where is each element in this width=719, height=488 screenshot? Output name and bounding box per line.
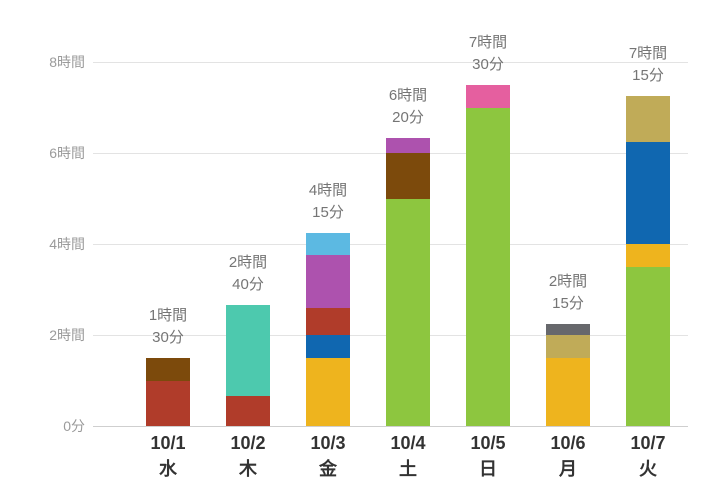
bar-segment-10/4-1[interactable]: [386, 153, 430, 199]
x-axis-date-label: 10/4: [390, 433, 426, 453]
bar-total-label-line: 2時間: [548, 272, 588, 290]
bar-segment-10/7-2[interactable]: [626, 141, 670, 244]
bar-segment-10/6-0[interactable]: [546, 357, 590, 426]
gridline-8h: [93, 61, 688, 63]
bar-total-label-line: 7時間: [468, 33, 508, 51]
x-axis-date-label: 10/2: [230, 433, 266, 453]
bar-total-label-line: 15分: [552, 294, 584, 312]
bar-segment-10/3-3[interactable]: [306, 255, 350, 309]
bar-total-label-line: 15分: [632, 67, 664, 85]
x-axis-weekday-label: 金: [319, 459, 337, 479]
x-axis-weekday-label: 月: [559, 459, 577, 479]
bar-total-label-line: 6時間: [388, 86, 428, 104]
bar-total-label-line: 15分: [312, 203, 344, 221]
bar-total-label-line: 7時間: [628, 45, 668, 63]
y-axis-tick-label: 6時間: [49, 145, 85, 161]
bar-segment-10/5-1[interactable]: [466, 84, 510, 108]
bar-segment-10/2-1[interactable]: [226, 304, 270, 396]
gridline-0h: [93, 425, 688, 427]
x-axis-weekday-label: 水: [159, 459, 177, 479]
bar-total-label-line: 4時間: [308, 181, 348, 199]
x-axis-date-label: 10/3: [310, 433, 346, 453]
bar-segment-10/3-1[interactable]: [306, 335, 350, 358]
y-axis-tick-label: 0分: [63, 418, 85, 434]
y-axis-tick-label: 2時間: [49, 327, 85, 343]
x-axis-weekday-label: 土: [399, 459, 417, 479]
bar-total-label-10/2: 2時間 40分: [203, 252, 293, 296]
bar-total-label-line: 2時間: [228, 253, 268, 271]
bar-segment-10/4-2[interactable]: [386, 137, 430, 153]
bar-segment-10/1-0[interactable]: [146, 380, 190, 426]
bar-segment-10/2-0[interactable]: [226, 395, 270, 426]
bar-segment-10/7-3[interactable]: [626, 96, 670, 142]
bar-segment-10/5-0[interactable]: [466, 107, 510, 426]
bar-segment-10/6-1[interactable]: [546, 335, 590, 358]
bar-segment-10/4-0[interactable]: [386, 198, 430, 426]
bar-segment-10/3-0[interactable]: [306, 357, 350, 426]
x-axis-weekday-label: 火: [639, 459, 657, 479]
bar-segment-10/7-0[interactable]: [626, 266, 670, 426]
bar-total-label-10/6: 2時間 15分: [523, 271, 613, 315]
bar-total-label-10/3: 4時間 15分: [283, 180, 373, 224]
x-axis-date-label: 10/7: [630, 433, 666, 453]
bar-total-label-10/4: 6時間 20分: [363, 85, 453, 129]
bar-total-label-10/5: 7時間 30分: [443, 32, 533, 76]
bar-total-label-line: 30分: [472, 55, 504, 73]
plot-area: 0分 2時間 4時間 6時間 8時間 1時間 30分 10/1 水 2時間 40分 10/2 木 4時間 1…: [49, 34, 688, 479]
x-axis-date-label: 10/6: [550, 433, 586, 453]
bar-total-label-line: 20分: [392, 108, 424, 126]
x-axis-weekday-label: 日: [479, 459, 497, 479]
x-axis-weekday-label: 木: [239, 459, 257, 479]
bar-segment-10/3-2[interactable]: [306, 308, 350, 335]
bar-segment-10/3-4[interactable]: [306, 232, 350, 256]
bar-segment-10/7-1[interactable]: [626, 244, 670, 267]
bar-segment-10/1-1[interactable]: [146, 357, 190, 381]
bar-total-label-line: 40分: [232, 275, 264, 293]
y-axis-tick-label: 4時間: [49, 236, 85, 252]
bar-segment-10/6-2[interactable]: [546, 323, 590, 335]
bar-total-label-line: 30分: [152, 328, 184, 346]
bar-total-label-10/7: 7時間 15分: [603, 43, 693, 87]
bar-total-label-line: 1時間: [148, 306, 188, 324]
x-axis-date-label: 10/1: [150, 433, 186, 453]
y-axis-tick-label: 8時間: [49, 54, 85, 70]
x-axis-date-label: 10/5: [470, 433, 506, 453]
bar-total-label-10/1: 1時間 30分: [123, 305, 213, 349]
